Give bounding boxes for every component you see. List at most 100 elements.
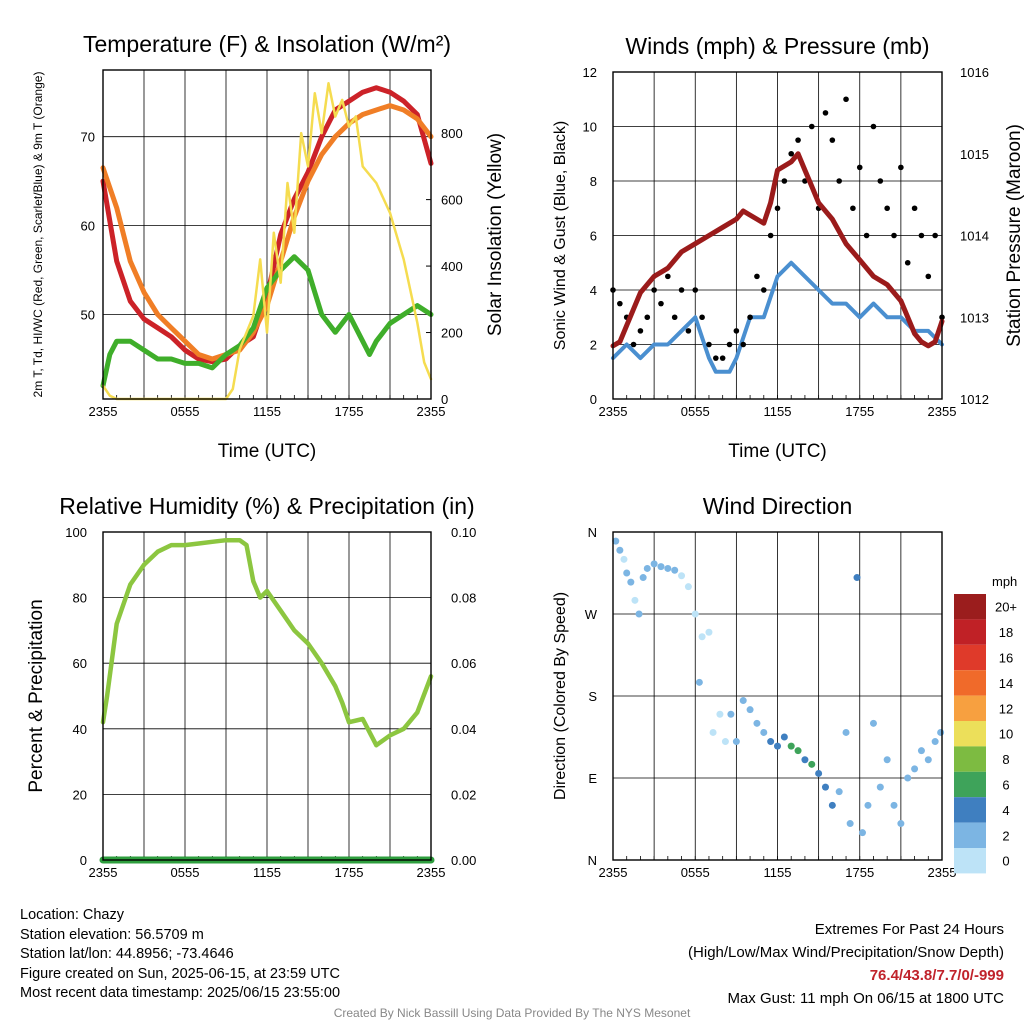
colorbar-label: 18: [999, 625, 1013, 640]
gust-point: [767, 232, 774, 239]
colorbar-label: 8: [1002, 752, 1009, 767]
gust-point: [678, 287, 685, 293]
max-gust-text: Max Gust: 11 mph On 06/15 at 1800 UTC: [727, 990, 1004, 1007]
direction-point: [657, 563, 665, 571]
y-tick-label: N: [588, 853, 597, 868]
direction-point: [821, 783, 829, 791]
y-right-tick-label: 0.00: [451, 853, 476, 868]
colorbar-swatch: [954, 619, 986, 645]
gust-point: [795, 137, 801, 143]
direction-point: [787, 742, 795, 750]
colorbar-swatch: [954, 797, 986, 823]
gust-point: [685, 328, 692, 334]
gust-point: [644, 314, 651, 321]
direction-point: [623, 569, 631, 577]
direction-point: [853, 574, 861, 582]
colorbar-title: mph: [992, 574, 1017, 589]
direction-point: [746, 706, 754, 714]
plot-border: [102, 69, 432, 400]
chart-panel-4: 2355 0555 1155 1755 2355 Wind Direction N E S W N D…: [552, 493, 1017, 880]
gust-point: [911, 205, 918, 212]
direction-point: [924, 756, 932, 764]
x-axis-label: Time (UTC): [218, 441, 317, 462]
x-tick-label: 2355: [599, 404, 628, 419]
gust-point: [658, 300, 664, 307]
colorbar-swatch: [954, 771, 986, 798]
y-right-tick-label: 0: [441, 392, 448, 407]
colorbar-label: 4: [1002, 803, 1009, 818]
y-right-tick-label: 1014: [960, 229, 989, 244]
direction-point: [698, 633, 706, 641]
y-right-tick-label: 200: [441, 326, 463, 341]
gust-point: [665, 273, 671, 280]
direction-point: [684, 583, 692, 591]
colorbar-swatch: [954, 695, 986, 721]
location-text: Location: Chazy: [20, 907, 124, 923]
plot-border: [102, 531, 432, 861]
y-axis-label: Sonic Wind & Gust (Blue, Black): [552, 121, 569, 350]
direction-point: [721, 738, 729, 746]
gust-point: [706, 341, 712, 348]
y-tick-label: 2: [590, 338, 597, 353]
x-tick-label: 0555: [171, 865, 200, 880]
direction-point: [678, 572, 686, 580]
recent-text: Most recent data timestamp: 2025/06/15 2…: [20, 985, 341, 1001]
gust-point: [651, 287, 657, 293]
x-tick-label: 2355: [89, 865, 118, 880]
gust-point: [870, 123, 877, 130]
x-axis-label: Time (UTC): [728, 441, 827, 462]
direction-point: [883, 756, 891, 764]
direction-point: [639, 574, 647, 582]
extremes-title: Extremes For Past 24 Hours: [814, 921, 1004, 938]
gust-point: [884, 205, 890, 212]
y-right-tick-label: 400: [441, 259, 463, 274]
direction-point: [864, 801, 872, 809]
x-tick-label: 1155: [764, 404, 792, 419]
gust-point: [671, 314, 678, 321]
gust-point: [713, 355, 719, 361]
gust-point: [747, 314, 753, 321]
gust-point: [843, 96, 849, 103]
x-tick-label: 2355: [928, 865, 957, 880]
gust-point: [891, 232, 897, 239]
direction-point: [612, 537, 620, 545]
gust-point: [918, 232, 925, 239]
gust-point: [898, 164, 904, 171]
x-tick-label: 1155: [253, 404, 281, 419]
y-tick-label: 100: [65, 525, 87, 540]
gust-point: [808, 123, 815, 130]
gust-point: [630, 341, 637, 348]
direction-point: [897, 820, 905, 828]
x-tick-label: 1755: [335, 404, 364, 419]
y-tick-label: 70: [81, 130, 95, 145]
extremes-subtitle: (High/Low/Max Wind/Precipitation/Snow De…: [688, 944, 1004, 961]
gust-point: [637, 328, 644, 334]
y-tick-label: 0: [80, 853, 87, 868]
direction-point: [828, 801, 836, 809]
direction-point: [716, 710, 724, 718]
y-axis-label: 2m T, Td, HI/WC (Red, Green, Scarlet/Blu…: [31, 72, 45, 398]
gust-point: [754, 273, 760, 280]
y-right-tick-label: 0.08: [451, 591, 476, 606]
gust-point: [863, 232, 870, 239]
direction-point: [753, 719, 761, 727]
y-right-tick-label: 1012: [960, 392, 989, 407]
direction-point: [842, 728, 850, 736]
y-tick-label: 80: [73, 591, 87, 606]
gust-point: [699, 314, 705, 321]
gust-point: [617, 300, 623, 307]
colorbar-swatch: [954, 848, 986, 874]
gust-point: [774, 205, 781, 212]
direction-point: [727, 710, 735, 718]
direction-point: [695, 678, 703, 686]
gust-point: [836, 178, 842, 184]
direction-point: [709, 728, 717, 736]
x-tick-label: 2355: [599, 865, 628, 880]
y-right-axis-label: Station Pressure (Maroon): [1004, 124, 1024, 347]
y-right-tick-label: 1013: [960, 310, 989, 325]
direction-point: [650, 560, 658, 568]
y-right-tick-label: 0.10: [451, 525, 476, 540]
direction-point: [780, 733, 788, 741]
extremes-panel: Extremes For Past 24 Hours (High/Low/Max…: [688, 918, 1004, 1010]
